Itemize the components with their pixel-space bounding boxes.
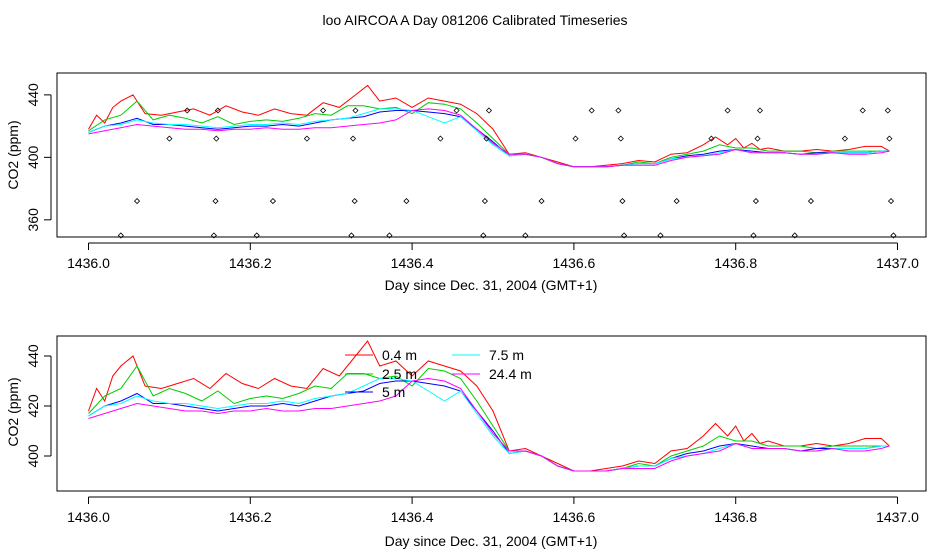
upper-diamond-marker [403, 198, 410, 205]
upper-y-axis: 360 400 440 [25, 83, 52, 232]
lower-y-axis: 400 420 440 [25, 344, 52, 468]
lower-series-layer [88, 340, 890, 472]
upper-y-tick-label: 440 [25, 83, 41, 107]
lower-series-line-5m [88, 380, 890, 472]
upper-x-tick-label: 1436.0 [67, 255, 110, 271]
lower-x-tick-label: 1436.6 [552, 509, 595, 525]
lower-x-tick-label: 1436.2 [229, 509, 272, 525]
upper-diamond-marker [437, 135, 444, 142]
upper-diamond-marker [117, 232, 124, 239]
upper-diamond-marker [269, 198, 277, 205]
upper-diamond-marker [807, 198, 815, 205]
upper-series-line-5m [88, 110, 890, 168]
upper-diamond-marker [483, 135, 490, 142]
upper-diamond-marker [538, 198, 545, 205]
lower-series-line-25m [88, 365, 890, 472]
lower-y-tick-label: 440 [25, 344, 41, 368]
upper-diamond-marker [320, 107, 327, 114]
upper-marker-layer [117, 107, 897, 239]
lower-series-line-244m [88, 377, 890, 472]
lower-x-axis-label: Day since Dec. 31, 2004 (GMT+1) [385, 533, 598, 549]
upper-diamond-marker [485, 107, 493, 114]
legend-label-25m: 2.5 m [382, 366, 417, 382]
upper-diamond-marker [724, 107, 731, 114]
upper-diamond-marker [617, 135, 624, 142]
upper-diamond-marker [253, 232, 260, 239]
upper-diamond-marker [352, 107, 359, 114]
legend-label-75m: 7.5 m [489, 347, 524, 363]
upper-diamond-marker [210, 232, 217, 239]
upper-diamond-marker [886, 135, 893, 142]
lower-y-axis-label: CO2 (ppm) [5, 377, 21, 446]
upper-diamond-marker [884, 107, 891, 114]
upper-diamond-marker [212, 198, 219, 205]
upper-x-tick-label: 1436.6 [552, 255, 595, 271]
lower-x-tick-label: 1436.0 [67, 509, 110, 525]
figure-title: loo AIRCOA A Day 081206 Calibrated Times… [322, 12, 627, 28]
lower-series-line-04m [88, 340, 890, 472]
upper-diamond-marker [351, 198, 358, 205]
upper-panel: 1436.0 1436.2 1436.4 1436.6 1436.8 1437.0 360… [5, 72, 927, 293]
upper-diamond-marker [213, 135, 220, 142]
upper-diamond-marker [522, 232, 529, 239]
upper-y-tick-label: 400 [25, 145, 41, 169]
upper-diamond-marker [615, 107, 622, 114]
upper-diamond-marker [619, 198, 626, 205]
upper-diamond-marker [750, 232, 757, 239]
upper-x-axis: 1436.0 1436.2 1436.4 1436.6 1436.8 1437.0 [67, 242, 919, 271]
lower-x-axis: 1436.0 1436.2 1436.4 1436.6 1436.8 1437.0 [67, 496, 919, 525]
upper-plot-frame [56, 72, 927, 238]
upper-diamond-marker [481, 198, 488, 205]
upper-x-tick-label: 1436.8 [714, 255, 757, 271]
upper-diamond-marker [349, 135, 357, 142]
upper-diamond-marker [887, 198, 895, 205]
upper-series-line-25m [88, 100, 890, 168]
lower-x-tick-label: 1437.0 [876, 509, 919, 525]
lower-plot-frame [56, 335, 927, 492]
upper-diamond-marker [453, 107, 460, 114]
upper-series-layer [88, 84, 890, 168]
upper-x-axis-label: Day since Dec. 31, 2004 (GMT+1) [385, 277, 598, 293]
upper-diamond-marker [588, 107, 595, 114]
upper-diamond-marker [184, 107, 191, 114]
upper-diamond-marker [756, 107, 764, 114]
upper-diamond-marker [791, 232, 798, 239]
upper-series-line-244m [88, 108, 890, 168]
lower-x-tick-label: 1436.4 [391, 509, 434, 525]
upper-diamond-marker [841, 135, 848, 142]
upper-x-tick-label: 1436.4 [391, 255, 434, 271]
upper-x-tick-label: 1437.0 [876, 255, 919, 271]
upper-diamond-marker [348, 232, 355, 239]
legend-label-5m: 5 m [382, 384, 405, 400]
upper-diamond-marker [673, 198, 680, 205]
upper-diamond-marker [166, 135, 173, 142]
upper-diamond-marker [657, 232, 664, 239]
upper-diamond-marker [214, 107, 222, 114]
upper-diamond-marker [754, 135, 761, 142]
upper-diamond-marker [480, 232, 487, 239]
legend-label-04m: 0.4 m [382, 347, 417, 363]
lower-legend: 0.4 m 2.5 m 5 m 7.5 m 24.4 m [345, 347, 532, 400]
upper-diamond-marker [752, 198, 759, 205]
legend-label-244m: 24.4 m [489, 366, 532, 382]
upper-diamond-marker [572, 135, 579, 142]
upper-y-tick-label: 360 [25, 208, 41, 232]
upper-diamond-marker [859, 107, 866, 114]
upper-diamond-marker [708, 135, 715, 142]
upper-diamond-marker [133, 198, 141, 205]
upper-diamond-marker [386, 232, 393, 239]
lower-x-tick-label: 1436.8 [714, 509, 757, 525]
upper-series-line-04m [88, 84, 890, 168]
upper-y-axis-label: CO2 (ppm) [5, 120, 21, 189]
lower-panel: 1436.0 1436.2 1436.4 1436.6 1436.8 1437.0 400… [5, 335, 927, 549]
lower-y-tick-label: 420 [25, 394, 41, 418]
upper-diamond-marker [620, 232, 628, 239]
lower-y-tick-label: 400 [25, 444, 41, 468]
upper-diamond-marker [890, 232, 897, 239]
upper-x-tick-label: 1436.2 [229, 255, 272, 271]
upper-diamond-marker [303, 135, 310, 142]
